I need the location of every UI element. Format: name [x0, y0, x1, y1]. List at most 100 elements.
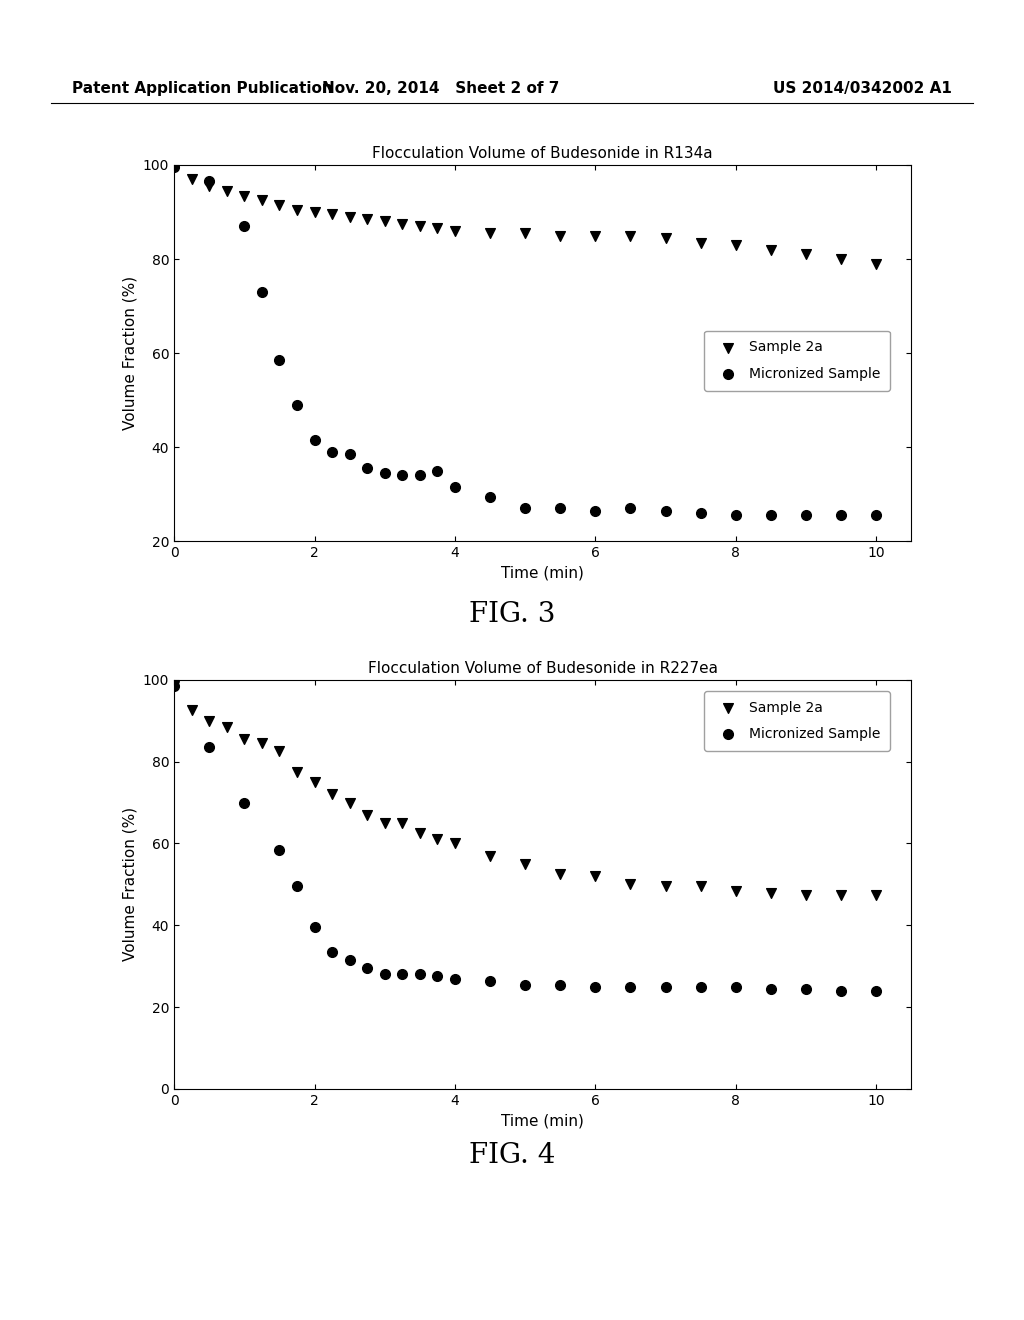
Micronized Sample — [798, 978, 814, 999]
Sample 2a — [254, 733, 270, 754]
Micronized Sample — [692, 977, 709, 998]
Sample 2a — [552, 863, 568, 884]
Sample 2a — [341, 792, 357, 813]
Sample 2a — [237, 185, 253, 206]
Sample 2a — [271, 741, 288, 762]
Micronized Sample — [552, 498, 568, 519]
X-axis label: Time (min): Time (min) — [502, 1113, 584, 1129]
Micronized Sample — [237, 792, 253, 813]
Title: Flocculation Volume of Budesonide in R134a: Flocculation Volume of Budesonide in R13… — [373, 147, 713, 161]
Micronized Sample — [201, 737, 217, 758]
Micronized Sample — [394, 465, 411, 486]
Micronized Sample — [289, 876, 305, 898]
Micronized Sample — [482, 486, 499, 507]
Micronized Sample — [623, 498, 639, 519]
Micronized Sample — [728, 504, 744, 525]
Text: FIG. 3: FIG. 3 — [469, 601, 555, 627]
Sample 2a — [482, 845, 499, 866]
Micronized Sample — [517, 498, 534, 519]
Text: US 2014/0342002 A1: US 2014/0342002 A1 — [773, 81, 952, 96]
Micronized Sample — [306, 917, 323, 939]
Legend: Sample 2a, Micronized Sample: Sample 2a, Micronized Sample — [705, 690, 890, 751]
Micronized Sample — [482, 970, 499, 991]
Y-axis label: Volume Fraction (%): Volume Fraction (%) — [122, 808, 137, 961]
Sample 2a — [201, 710, 217, 731]
Sample 2a — [552, 224, 568, 246]
Sample 2a — [482, 223, 499, 244]
Micronized Sample — [254, 281, 270, 302]
Sample 2a — [868, 253, 885, 275]
Text: Patent Application Publication: Patent Application Publication — [72, 81, 333, 96]
Sample 2a — [289, 199, 305, 220]
Sample 2a — [517, 223, 534, 244]
Sample 2a — [166, 676, 182, 697]
Micronized Sample — [868, 981, 885, 1002]
Sample 2a — [306, 202, 323, 223]
Micronized Sample — [833, 504, 849, 525]
Micronized Sample — [359, 958, 376, 979]
Y-axis label: Volume Fraction (%): Volume Fraction (%) — [122, 276, 137, 430]
Sample 2a — [412, 822, 428, 843]
Micronized Sample — [429, 966, 445, 987]
Micronized Sample — [587, 977, 603, 998]
Sample 2a — [201, 176, 217, 197]
Sample 2a — [798, 244, 814, 265]
Sample 2a — [218, 181, 234, 202]
Sample 2a — [341, 206, 357, 227]
Sample 2a — [377, 813, 393, 834]
Micronized Sample — [763, 504, 779, 525]
Micronized Sample — [377, 964, 393, 985]
Micronized Sample — [657, 500, 674, 521]
Sample 2a — [254, 190, 270, 211]
Sample 2a — [763, 882, 779, 903]
Micronized Sample — [306, 429, 323, 450]
Sample 2a — [183, 169, 200, 190]
Sample 2a — [359, 804, 376, 825]
Sample 2a — [623, 874, 639, 895]
Sample 2a — [324, 203, 340, 224]
Micronized Sample — [446, 477, 463, 498]
Micronized Sample — [833, 981, 849, 1002]
Micronized Sample — [429, 461, 445, 482]
Sample 2a — [394, 214, 411, 235]
Micronized Sample — [324, 941, 340, 962]
Micronized Sample — [324, 441, 340, 462]
Sample 2a — [798, 884, 814, 906]
Text: FIG. 4: FIG. 4 — [469, 1142, 555, 1168]
Micronized Sample — [798, 504, 814, 525]
Micronized Sample — [237, 215, 253, 236]
Micronized Sample — [166, 157, 182, 178]
Sample 2a — [833, 884, 849, 906]
Legend: Sample 2a, Micronized Sample: Sample 2a, Micronized Sample — [705, 330, 890, 391]
Micronized Sample — [412, 465, 428, 486]
Sample 2a — [306, 771, 323, 792]
Micronized Sample — [271, 350, 288, 371]
Sample 2a — [377, 211, 393, 232]
Sample 2a — [166, 157, 182, 178]
Sample 2a — [728, 880, 744, 902]
Micronized Sample — [341, 949, 357, 970]
Micronized Sample — [341, 444, 357, 465]
Sample 2a — [359, 209, 376, 230]
Sample 2a — [446, 220, 463, 242]
Sample 2a — [517, 854, 534, 875]
Sample 2a — [218, 717, 234, 738]
Micronized Sample — [377, 462, 393, 483]
Sample 2a — [324, 784, 340, 805]
Sample 2a — [657, 876, 674, 898]
Title: Flocculation Volume of Budesonide in R227ea: Flocculation Volume of Budesonide in R22… — [368, 661, 718, 676]
Micronized Sample — [692, 503, 709, 524]
Micronized Sample — [552, 974, 568, 995]
Micronized Sample — [289, 395, 305, 416]
Micronized Sample — [201, 170, 217, 191]
Sample 2a — [763, 239, 779, 260]
Sample 2a — [587, 224, 603, 246]
Sample 2a — [237, 729, 253, 750]
Sample 2a — [728, 235, 744, 256]
Micronized Sample — [868, 504, 885, 525]
Sample 2a — [429, 218, 445, 239]
Micronized Sample — [166, 676, 182, 697]
Sample 2a — [692, 232, 709, 253]
Micronized Sample — [412, 964, 428, 985]
Sample 2a — [623, 224, 639, 246]
